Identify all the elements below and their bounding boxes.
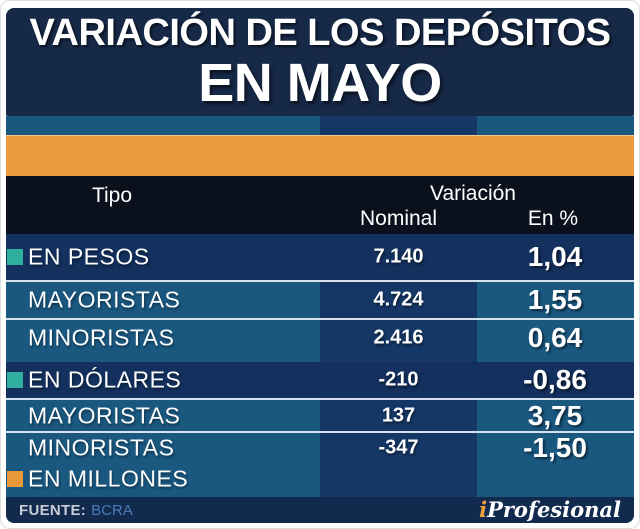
col-header-tipo: Tipo	[91, 184, 133, 207]
row-pct-value: -0,86	[523, 364, 587, 395]
orange-bullet-icon	[7, 470, 23, 487]
row-label: MINORISTAS	[28, 434, 175, 461]
row-nominal-value: -210	[378, 368, 419, 391]
teal-bullet-icon	[7, 249, 23, 265]
col-header-nominal: Nominal	[359, 207, 438, 230]
title-line-2: EN MAYO	[198, 53, 442, 113]
table-header: Tipo Variación Nominal En %	[6, 176, 634, 234]
row-nominal-value: 4.724	[373, 288, 424, 311]
row-separator	[6, 398, 634, 400]
iprofesional-logo-i: i	[479, 497, 488, 522]
units-footnote-row: EN MILLONES	[6, 460, 634, 497]
row-nominal-value: -347	[378, 436, 419, 459]
source-bar: FUENTE: BCRA iProfesional	[6, 497, 634, 523]
units-label: EN MILLONES	[28, 465, 189, 491]
row-label: EN DÓLARES	[28, 366, 182, 393]
title-line-1: VARIACIÓN DE LOS DEPÓSITOS	[29, 12, 611, 54]
row-pct-value: 0,64	[527, 322, 583, 353]
row-pct-value: 3,75	[527, 399, 583, 431]
table-row-en-pesos: EN PESOS 7.140 1,04	[6, 234, 634, 280]
table-row-mayoristas-dolares: MAYORISTAS 137 3,75	[6, 400, 634, 431]
row-nominal-value: 7.140	[373, 245, 424, 268]
source-label: FUENTE:	[19, 501, 87, 519]
row-nominal-value: 137	[381, 404, 416, 426]
table-row-minoristas-dolares: MINORISTAS -347 -1,50	[6, 432, 634, 463]
row-pct-value: 1,55	[527, 284, 583, 315]
title-panel: VARIACIÓN DE LOS DEPÓSITOS EN MAYO	[6, 8, 634, 116]
iprofesional-logo: iProfesional	[479, 497, 621, 523]
col-header-en-pct: En %	[527, 207, 579, 230]
source-value: BCRA	[91, 501, 133, 519]
col-header-variacion: Variación	[430, 182, 516, 205]
table-row-minoristas-pesos: MINORISTAS 2.416 0,64	[6, 320, 634, 356]
row-separator	[6, 280, 634, 282]
row-pct-value: -1,50	[523, 432, 587, 463]
source-text: FUENTE: BCRA	[19, 502, 133, 519]
table-row-mayoristas-pesos: MAYORISTAS 4.724 1,55	[6, 282, 634, 318]
orange-divider-band	[6, 135, 634, 176]
row-label: EN PESOS	[28, 243, 150, 270]
table-area: Tipo Variación Nominal En % EN PESOS 7.1…	[6, 116, 634, 497]
row-label: MAYORISTAS	[28, 286, 181, 313]
row-pct-value: 1,04	[527, 241, 583, 272]
row-separator	[6, 318, 634, 320]
row-nominal-value: 2.416	[373, 326, 424, 349]
teal-bullet-icon	[7, 372, 23, 388]
row-label: MINORISTAS	[28, 324, 175, 351]
row-label: MAYORISTAS	[28, 402, 181, 428]
row-separator	[6, 431, 634, 433]
table-row-en-dolares: EN DÓLARES -210 -0,86	[6, 362, 634, 398]
iprofesional-logo-rest: Profesional	[487, 497, 621, 522]
